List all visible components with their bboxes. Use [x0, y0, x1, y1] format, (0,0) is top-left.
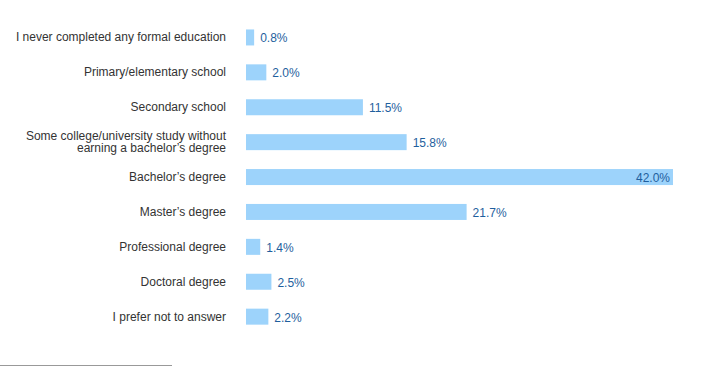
data-label: 2.5%	[277, 276, 305, 290]
data-label: 2.2%	[274, 311, 302, 325]
data-label: 2.0%	[272, 66, 300, 80]
category-label: I prefer not to answer	[0, 300, 226, 334]
footer-rule	[0, 365, 172, 366]
data-label: 15.8%	[413, 136, 447, 150]
data-labels: 0.8% 2.0% 11.5% 15.8% 42.0% 21.7% 1.4% 2.5% 2.2%	[260, 31, 670, 324]
plot-svg: 0.8% 2.0% 11.5% 15.8% 42.0% 21.7% 1.4% 2.5% 2.2%	[0, 0, 701, 367]
bar	[246, 309, 268, 325]
data-label: 21.7%	[473, 206, 507, 220]
bar	[246, 134, 407, 150]
category-label: Doctoral degree	[0, 265, 226, 299]
bar	[246, 239, 260, 255]
data-label: 0.8%	[260, 31, 288, 45]
chart-root: 0.8% 2.0% 11.5% 15.8% 42.0% 21.7% 1.4% 2.5% 2.2%…	[0, 0, 701, 367]
category-label: Some college/university study without ea…	[0, 125, 226, 159]
bar	[246, 99, 363, 115]
category-label: Master’s degree	[0, 195, 226, 229]
bar	[246, 64, 266, 80]
data-label: 42.0%	[636, 171, 670, 185]
data-label: 11.5%	[369, 101, 402, 115]
bar	[246, 169, 673, 185]
bar	[246, 204, 467, 220]
data-label: 1.4%	[266, 241, 294, 255]
bars	[246, 29, 673, 324]
category-label: Primary/elementary school	[0, 55, 226, 89]
category-label: I never completed any formal education	[0, 20, 226, 54]
category-label: Secondary school	[0, 90, 226, 124]
bar	[246, 274, 271, 290]
category-label: Bachelor’s degree	[0, 160, 226, 194]
category-label: Professional degree	[0, 230, 226, 264]
bar	[246, 29, 254, 45]
